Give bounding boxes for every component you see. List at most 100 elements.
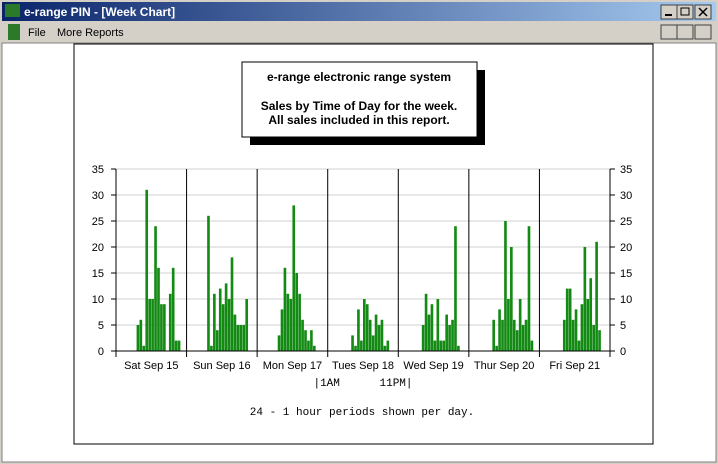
chart-subtitle: All sales included in this report.	[268, 113, 449, 127]
bar	[371, 335, 375, 351]
y-tick-label: 0	[98, 346, 104, 358]
y-tick-label: 10	[92, 294, 104, 306]
y-tick-label: 20	[92, 242, 104, 254]
bar	[595, 241, 598, 351]
bar	[518, 299, 522, 351]
mdi-buttons[interactable]	[660, 24, 712, 40]
chart-subtitle: Sales by Time of Day for the week.	[261, 99, 458, 113]
bar	[568, 288, 572, 351]
bar	[236, 325, 240, 351]
annotation: |1AM 11PM|	[313, 378, 412, 390]
bar	[151, 299, 154, 351]
bar	[439, 340, 443, 351]
bar	[145, 189, 149, 351]
bar	[221, 304, 225, 351]
bar	[224, 283, 228, 351]
bar	[218, 288, 222, 351]
bar	[501, 319, 504, 351]
bar	[207, 215, 210, 351]
bar	[365, 304, 369, 351]
y-tick-label: 15	[92, 268, 104, 280]
bar	[210, 345, 213, 351]
menu-item[interactable]: More Reports	[57, 27, 124, 39]
bar	[304, 330, 307, 351]
bar	[504, 221, 507, 351]
bar	[171, 267, 175, 351]
maximize-button[interactable]	[676, 4, 694, 20]
y-tick-label: 35	[92, 164, 104, 176]
y2-tick-label: 15	[620, 268, 632, 280]
bar	[571, 319, 575, 351]
bar	[527, 226, 531, 351]
bar	[592, 325, 595, 351]
minimize-button[interactable]	[660, 4, 678, 20]
bar	[492, 319, 496, 351]
bar	[139, 319, 143, 351]
annotation: 24 - 1 hour periods shown per day.	[250, 407, 474, 419]
bar	[177, 340, 181, 351]
bar	[295, 273, 299, 351]
bar	[424, 293, 428, 351]
title-box	[241, 61, 478, 138]
bar	[215, 330, 219, 351]
bar	[242, 325, 246, 351]
bar	[360, 340, 363, 351]
bar	[427, 314, 431, 351]
bar	[583, 247, 587, 351]
window-buttons[interactable]	[660, 4, 712, 20]
bar	[386, 340, 390, 351]
bar	[168, 293, 172, 351]
bar	[286, 293, 290, 351]
bar	[436, 299, 440, 351]
bar	[421, 325, 425, 351]
x-tick-label: Wed Sep 19	[403, 360, 463, 372]
bar	[380, 319, 384, 351]
y2-tick-label: 35	[620, 164, 632, 176]
bar	[298, 293, 301, 351]
bar	[354, 345, 357, 351]
bar	[524, 319, 528, 351]
x-tick-label: Sat Sep 15	[124, 360, 178, 372]
bar	[448, 325, 451, 351]
bar	[227, 299, 231, 351]
bar	[457, 345, 460, 351]
doc-icon	[8, 24, 20, 40]
x-tick-label: Fri Sep 21	[549, 360, 600, 372]
x-tick-label: Mon Sep 17	[263, 360, 322, 372]
chart-title: e-range electronic range system	[267, 70, 451, 84]
bar	[580, 304, 584, 351]
mdi-close[interactable]	[694, 24, 712, 40]
mdi-restore[interactable]	[676, 24, 694, 40]
bar	[495, 345, 498, 351]
bar	[157, 267, 160, 351]
bar	[442, 340, 446, 351]
bar	[307, 340, 310, 351]
bar	[586, 299, 590, 351]
bar	[174, 340, 178, 351]
bar	[292, 205, 296, 351]
bar	[445, 314, 448, 351]
bar	[507, 299, 510, 351]
bar	[301, 319, 304, 351]
bar	[515, 330, 519, 351]
bar	[154, 226, 157, 351]
bar	[521, 325, 525, 351]
bar	[562, 319, 566, 351]
bar	[598, 330, 601, 351]
bar	[383, 345, 387, 351]
bar	[213, 293, 216, 351]
bar	[277, 335, 281, 351]
bar	[148, 299, 151, 351]
bar	[574, 309, 578, 351]
bar	[280, 309, 284, 351]
mdi-minimize[interactable]	[660, 24, 678, 40]
menu-item[interactable]: File	[28, 27, 46, 39]
window-title: e-range PIN - [Week Chart]	[24, 5, 175, 19]
bar	[430, 304, 434, 351]
y2-tick-label: 0	[620, 346, 626, 358]
bar	[289, 299, 293, 351]
bar	[351, 335, 354, 351]
bar	[451, 319, 454, 351]
